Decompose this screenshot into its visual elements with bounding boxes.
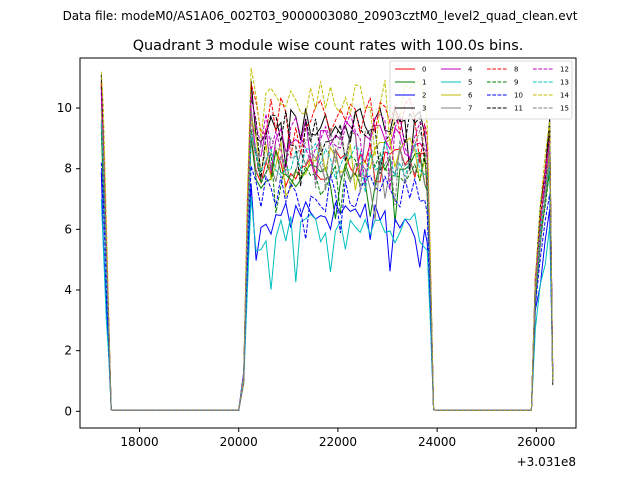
legend-label-11: 11: [514, 105, 523, 113]
legend-label-4: 4: [468, 66, 473, 74]
series-line-15: [100, 107, 554, 411]
y-tick-label: 10: [57, 101, 72, 115]
legend-label-2: 2: [422, 92, 426, 100]
plot-frame: [79, 57, 577, 429]
y-axis: 0 2 4 6 8 10: [57, 101, 80, 418]
y-tick-label: 6: [64, 222, 72, 236]
legend-frame: [389, 60, 573, 120]
y-tick-label: 0: [64, 404, 72, 418]
chart-title: Quadrant 3 module wise count rates with …: [133, 38, 524, 54]
legend-label-6: 6: [468, 92, 473, 100]
y-tick-label: 2: [64, 344, 72, 358]
legend-label-13: 13: [560, 79, 569, 87]
x-tick-label: 24000: [418, 435, 456, 449]
legend-label-3: 3: [422, 105, 426, 113]
x-axis: 18000 20000 22000 24000 26000: [120, 428, 555, 449]
x-tick-label: 22000: [319, 435, 357, 449]
legend-label-10: 10: [514, 92, 523, 100]
legend-label-1: 1: [422, 79, 426, 87]
legend-label-15: 15: [560, 105, 569, 113]
series-line-14: [100, 67, 554, 411]
x-offset-label: +3.031e8: [517, 455, 576, 469]
legend-label-8: 8: [514, 66, 518, 74]
series-layer: [100, 67, 554, 411]
figure-suptitle: Data file: modeM0/AS1A06_002T03_90000030…: [63, 9, 578, 23]
legend-label-7: 7: [468, 105, 472, 113]
legend-label-14: 14: [560, 92, 569, 100]
y-tick-label: 8: [64, 162, 72, 176]
x-tick-label: 18000: [120, 435, 158, 449]
legend-label-12: 12: [560, 66, 569, 74]
legend-label-5: 5: [468, 79, 472, 87]
legend-label-9: 9: [514, 79, 518, 87]
x-tick-label: 26000: [517, 435, 555, 449]
y-tick-label: 4: [64, 283, 72, 297]
x-tick-label: 20000: [220, 435, 258, 449]
legend-label-0: 0: [422, 66, 426, 74]
series-line-11: [100, 86, 554, 411]
